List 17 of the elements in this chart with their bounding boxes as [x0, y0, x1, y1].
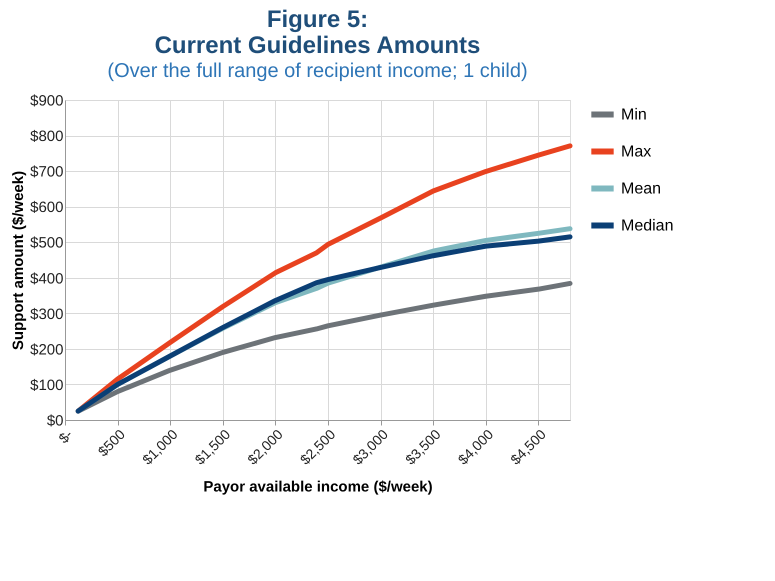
legend-label: Min [621, 106, 647, 124]
legend-label: Mean [621, 180, 662, 198]
y-tick-label: $600 [30, 199, 64, 216]
y-tick-label: $700 [30, 164, 64, 181]
y-tick-label: $200 [30, 341, 64, 358]
legend-label: Median [621, 218, 674, 234]
y-axis-title: Support amount ($/week) [10, 170, 28, 350]
y-tick-label: $500 [30, 234, 64, 252]
y-tick-label: $100 [30, 376, 64, 394]
x-axis-title: Payor available income ($/week) [203, 478, 433, 496]
legend-label: Max [621, 144, 652, 160]
chart-subtitle: (Over the full range of recipient income; 1 child) [107, 60, 528, 82]
y-tick-label: $900 [30, 92, 64, 110]
y-tick-label: $400 [30, 270, 64, 288]
chart-title: Figure 5: Current Guidelines Amounts [154, 6, 480, 59]
y-tick-label: $800 [30, 128, 64, 146]
y-tick-label: $300 [30, 306, 64, 323]
